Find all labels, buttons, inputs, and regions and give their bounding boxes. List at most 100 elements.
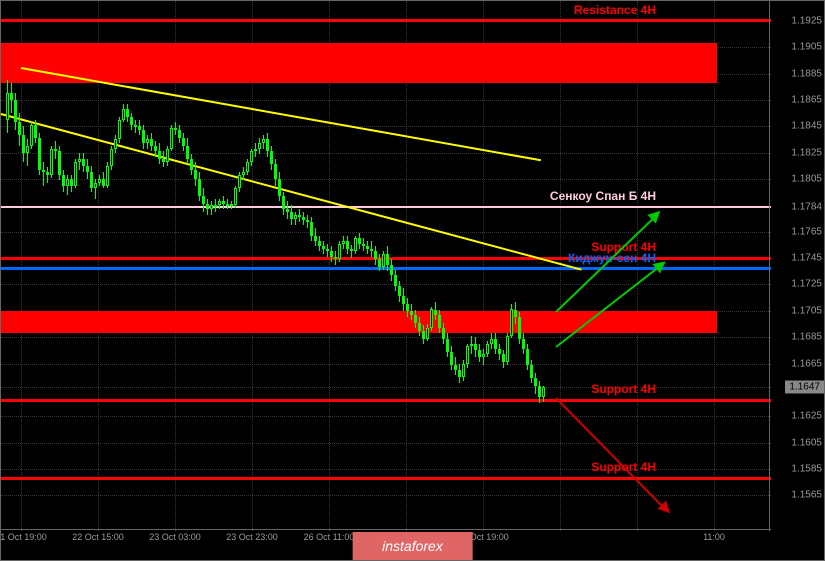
candle bbox=[238, 172, 241, 192]
y-tick-label: 1.1585 bbox=[791, 464, 822, 475]
y-tick-label: 1.1784 bbox=[791, 201, 822, 212]
candle bbox=[42, 162, 45, 186]
candle bbox=[74, 159, 77, 188]
candle bbox=[166, 146, 169, 166]
candle bbox=[162, 151, 165, 167]
candle bbox=[282, 192, 285, 214]
candle bbox=[266, 133, 269, 157]
candle bbox=[498, 344, 501, 360]
y-tick-label: 1.1825 bbox=[791, 147, 822, 158]
candle bbox=[526, 344, 529, 370]
grid-line-h bbox=[1, 443, 771, 444]
candle bbox=[78, 153, 81, 170]
candle bbox=[118, 117, 121, 143]
candle bbox=[326, 244, 329, 257]
candle bbox=[354, 236, 357, 254]
candle bbox=[270, 146, 273, 170]
candle bbox=[446, 333, 449, 357]
y-tick-label: 1.1765 bbox=[791, 226, 822, 237]
candle bbox=[462, 360, 465, 381]
candle bbox=[334, 251, 337, 264]
x-tick-label: 21 Oct 19:00 bbox=[0, 532, 47, 542]
candle bbox=[110, 146, 113, 170]
candle bbox=[154, 141, 157, 157]
grid-line-h bbox=[1, 179, 771, 180]
candle bbox=[470, 336, 473, 354]
candle bbox=[514, 302, 517, 324]
y-tick-label: 1.1925 bbox=[791, 15, 822, 26]
candle bbox=[410, 304, 413, 320]
candle bbox=[502, 350, 505, 367]
candle bbox=[290, 205, 293, 225]
grid-line-h bbox=[1, 416, 771, 417]
candle bbox=[26, 139, 29, 165]
y-tick-label: 1.1725 bbox=[791, 279, 822, 290]
grid-line-h bbox=[1, 100, 771, 101]
candle bbox=[54, 141, 57, 159]
line-label: Resistance 4H bbox=[574, 3, 656, 17]
candle bbox=[22, 126, 25, 162]
arrow-line bbox=[555, 397, 666, 510]
candle bbox=[126, 104, 129, 122]
candle bbox=[246, 159, 249, 175]
candle bbox=[406, 298, 409, 318]
candle bbox=[398, 281, 401, 302]
candle bbox=[130, 113, 133, 130]
candle bbox=[38, 133, 41, 175]
candle bbox=[490, 333, 493, 349]
candle bbox=[278, 172, 281, 201]
candle bbox=[146, 135, 149, 148]
candle bbox=[466, 344, 469, 368]
candle bbox=[362, 238, 365, 251]
candle bbox=[302, 212, 305, 225]
candle bbox=[342, 236, 345, 249]
x-tick-label: 23 Oct 23:00 bbox=[226, 532, 278, 542]
candle bbox=[402, 288, 405, 310]
candle bbox=[198, 172, 201, 201]
candle bbox=[370, 241, 373, 257]
candle bbox=[114, 135, 117, 152]
y-tick-label: 1.1905 bbox=[791, 42, 822, 53]
candle bbox=[206, 199, 209, 215]
candle bbox=[262, 135, 265, 148]
candle bbox=[174, 122, 177, 135]
candle bbox=[58, 146, 61, 180]
y-tick-label: 1.1885 bbox=[791, 68, 822, 79]
candle bbox=[194, 162, 197, 186]
candle bbox=[346, 236, 349, 254]
candle bbox=[378, 254, 381, 271]
candle bbox=[338, 241, 341, 262]
candle bbox=[94, 179, 97, 199]
candle bbox=[138, 120, 141, 136]
x-tick-label: 23 Oct 03:00 bbox=[149, 532, 201, 542]
candle bbox=[170, 125, 173, 151]
candle bbox=[494, 333, 497, 354]
grid-line-h bbox=[1, 232, 771, 233]
candle bbox=[90, 166, 93, 192]
y-tick-label: 1.1665 bbox=[791, 358, 822, 369]
candle bbox=[454, 357, 457, 375]
candle bbox=[70, 175, 73, 192]
candle bbox=[210, 201, 213, 214]
candle bbox=[86, 159, 89, 179]
grid-line-h bbox=[1, 495, 771, 496]
candle bbox=[294, 212, 297, 225]
candle bbox=[318, 236, 321, 252]
candle bbox=[522, 333, 525, 354]
candle bbox=[366, 241, 369, 254]
candle bbox=[394, 270, 397, 291]
candle bbox=[390, 259, 393, 280]
candle bbox=[274, 159, 277, 185]
y-tick-label: 1.1565 bbox=[791, 490, 822, 501]
line-label: Support 4H bbox=[591, 382, 656, 396]
x-tick-label: 11:00 bbox=[703, 532, 725, 542]
candle bbox=[46, 167, 49, 183]
arrow-line bbox=[555, 265, 661, 348]
price-zone bbox=[1, 311, 717, 333]
candle bbox=[382, 251, 385, 269]
candle bbox=[478, 344, 481, 362]
candle bbox=[458, 364, 461, 384]
trend-line bbox=[1, 113, 582, 271]
price-zone bbox=[1, 43, 717, 83]
candle bbox=[182, 133, 185, 151]
